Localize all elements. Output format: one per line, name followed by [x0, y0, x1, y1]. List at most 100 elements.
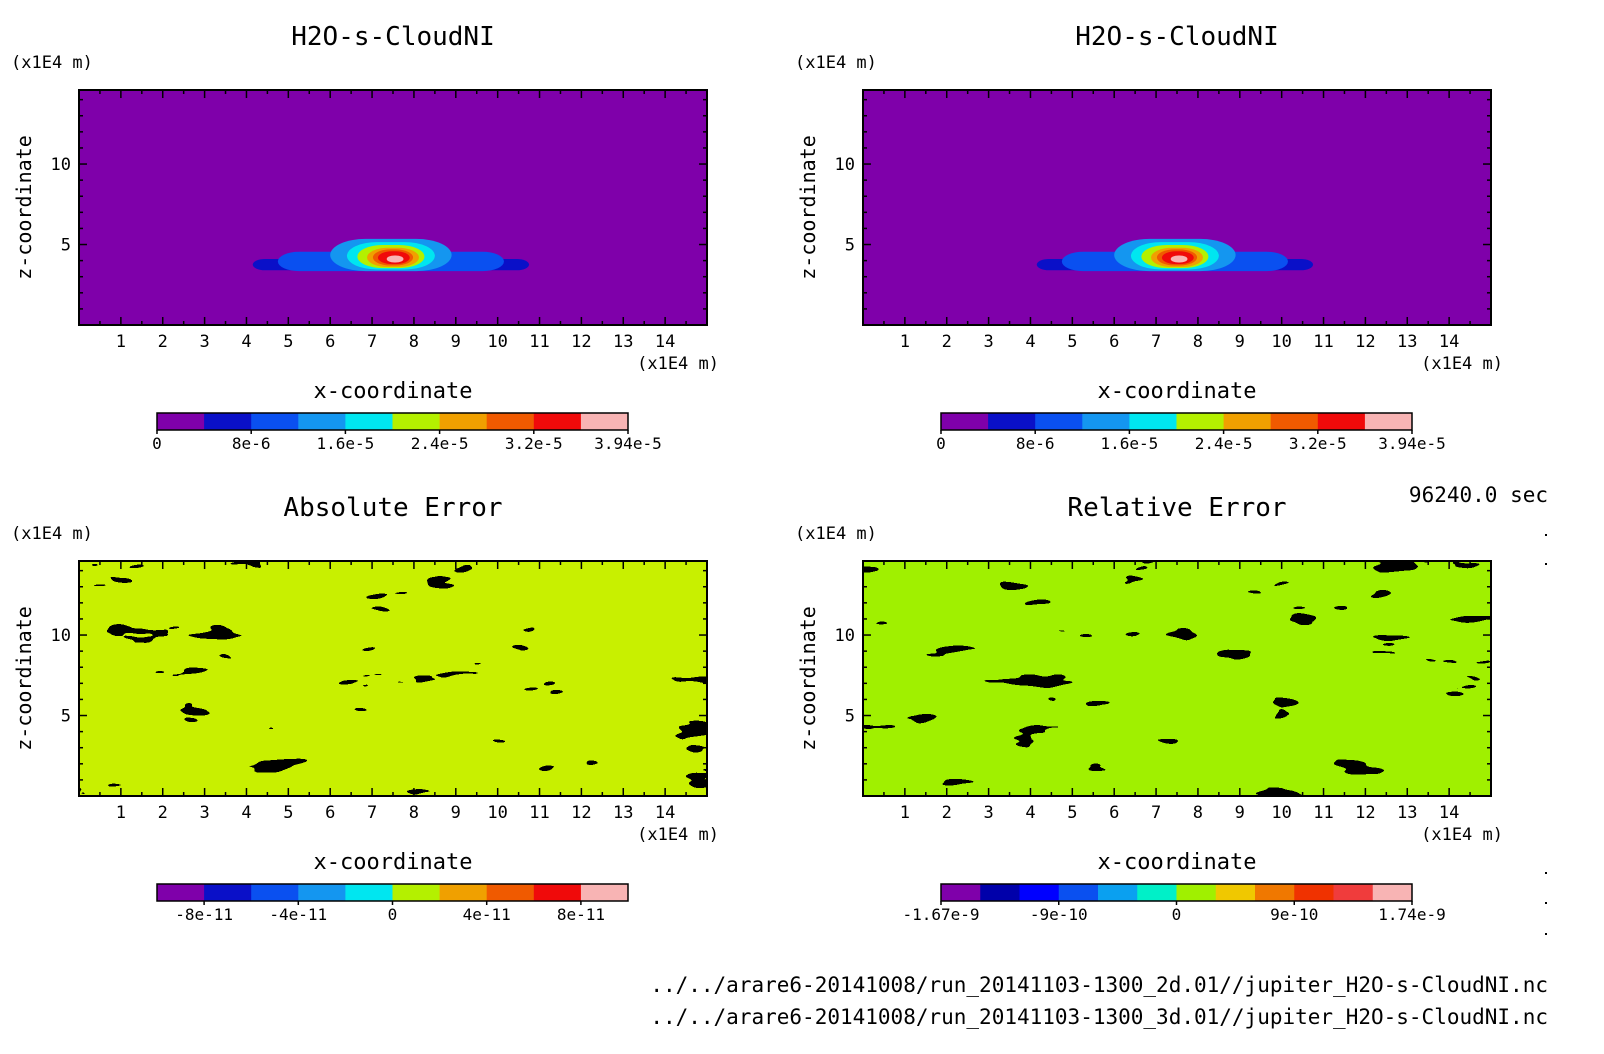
colorbar-segment: [204, 413, 252, 430]
x-tick-label: 4: [1025, 803, 1035, 823]
x-axis-label: x-coordinate: [314, 379, 473, 404]
x-tick-label: 10: [487, 803, 507, 823]
x-tick-label: 7: [1151, 332, 1161, 352]
file-path-2d: ../../arare6-20141008/run_20141103-1300_…: [650, 973, 1548, 997]
colorbar-segment: [251, 413, 299, 430]
colorbar-tick-label: 0: [936, 434, 946, 453]
colorbar-segment: [941, 413, 989, 430]
x-tick-label: 9: [451, 332, 461, 352]
colorbar-tick-label: -4e-11: [269, 905, 327, 924]
y-tick-label: 5: [845, 707, 855, 727]
y-tick-label: 10: [51, 626, 71, 646]
x-tick-label: 9: [451, 803, 461, 823]
colorbar-tick-label: 3.94e-5: [1378, 434, 1445, 453]
x-axis-label: x-coordinate: [314, 850, 473, 875]
x-tick-label: 7: [1151, 803, 1161, 823]
x-tick-label: 13: [1397, 332, 1417, 352]
colorbar-tick-label: 8e-11: [557, 905, 605, 924]
y-axis-label: z-coordinate: [796, 606, 820, 751]
colorbar-segment: [345, 413, 393, 430]
x-tick-label: 13: [613, 803, 633, 823]
y-unit-label: (x1E4 m): [795, 53, 877, 73]
x-tick-label: 5: [1067, 803, 1077, 823]
x-tick-label: 1: [116, 803, 126, 823]
colorbar-segment: [345, 884, 393, 901]
plot-area: [79, 561, 707, 796]
colorbar-tick-label: 8e-6: [1016, 434, 1055, 453]
plot-area: [863, 90, 1491, 325]
plot-area: [79, 90, 707, 325]
x-tick-label: 14: [1439, 803, 1459, 823]
colorbar-segment: [204, 884, 252, 901]
x-tick-label: 10: [1271, 332, 1291, 352]
x-tick-label: 10: [1271, 803, 1291, 823]
x-unit-label: (x1E4 m): [637, 825, 719, 845]
x-tick-label: 2: [942, 803, 952, 823]
colorbar-segment: [1019, 884, 1060, 901]
colorbar-tick-label: 8e-6: [232, 434, 271, 453]
x-tick-label: 10: [487, 332, 507, 352]
colorbar-segment: [486, 413, 535, 430]
colorbar-tick-label: -1.67e-9: [902, 905, 979, 924]
contour-level-8: [386, 255, 404, 263]
y-unit-label: (x1E4 m): [795, 524, 877, 544]
colorbar-frame: [156, 412, 629, 431]
panel-title: Absolute Error: [283, 493, 502, 523]
colorbar-tick-label: 2.4e-5: [411, 434, 469, 453]
colorbar-tick-label: 0: [152, 434, 162, 453]
colorbar-segment: [157, 413, 205, 430]
x-tick-label: 8: [1193, 332, 1203, 352]
x-axis-label: x-coordinate: [1098, 379, 1257, 404]
colorbar-tick-label: 1.6e-5: [1101, 434, 1159, 453]
x-tick-label: 8: [409, 803, 419, 823]
x-tick-label: 9: [1235, 332, 1245, 352]
panel-bl: Absolute Error(x1E4 m)(x1E4 m)1 2 3 4 5 6 7 8 9 1…: [11, 493, 719, 924]
x-tick-label: 14: [655, 332, 675, 352]
x-tick-label: 14: [1439, 332, 1459, 352]
x-tick-label: 6: [325, 803, 335, 823]
x-tick-label: 11: [529, 803, 549, 823]
x-tick-label: 6: [1109, 332, 1119, 352]
colorbar-tick-label: 3.2e-5: [505, 434, 563, 453]
y-tick-label: 10: [51, 155, 71, 175]
colorbar-segment: [251, 884, 299, 901]
x-tick-label: 2: [942, 332, 952, 352]
colorbar-segment: [580, 413, 629, 430]
colorbar-segment: [1255, 884, 1295, 901]
panel-tr: H2O-s-CloudNI(x1E4 m)(x1E4 m)1 2 3 4 5 6 7 8 9 10…: [795, 22, 1503, 453]
panel-title: H2O-s-CloudNI: [291, 22, 495, 52]
colorbar-segment: [941, 884, 981, 901]
x-tick-label: 4: [241, 332, 251, 352]
y-tick-label: 10: [835, 155, 855, 175]
x-tick-label: 11: [529, 332, 549, 352]
x-tick-label: 1: [900, 803, 910, 823]
x-tick-label: 2: [158, 803, 168, 823]
time-label: 96240.0 sec: [1409, 483, 1548, 507]
colorbar-tick-label: 2.4e-5: [1195, 434, 1253, 453]
panel-tl: H2O-s-CloudNI(x1E4 m)(x1E4 m)1 2 3 4 5 6 7 8 9 10…: [11, 22, 719, 453]
x-tick-label: 7: [367, 332, 377, 352]
y-unit-label: (x1E4 m): [11, 524, 93, 544]
colorbar-segment: [298, 884, 346, 901]
colorbar-tick-label: 9e-10: [1270, 905, 1318, 924]
x-unit-label: (x1E4 m): [637, 354, 719, 374]
x-tick-label: 4: [1025, 332, 1035, 352]
x-tick-label: 5: [1067, 332, 1077, 352]
x-tick-label: 7: [367, 803, 377, 823]
colorbar-segment: [1137, 884, 1177, 901]
plot-background: [863, 90, 1491, 325]
colorbar-segment: [1317, 413, 1366, 430]
colorbar-tick-label: 3.94e-5: [594, 434, 661, 453]
panel-title: H2O-s-CloudNI: [1075, 22, 1279, 52]
x-tick-label: 8: [1193, 803, 1203, 823]
x-unit-label: (x1E4 m): [1421, 354, 1503, 374]
colorbar-tick-label: 1.74e-9: [1378, 905, 1445, 924]
colorbar-segment: [486, 884, 535, 901]
colorbar-tick-label: -9e-10: [1030, 905, 1088, 924]
colorbar-segment: [392, 413, 441, 430]
colorbar-tick-label: 0: [388, 905, 398, 924]
x-tick-label: 2: [158, 332, 168, 352]
colorbar-segment: [1223, 413, 1272, 430]
x-tick-label: 9: [1235, 803, 1245, 823]
